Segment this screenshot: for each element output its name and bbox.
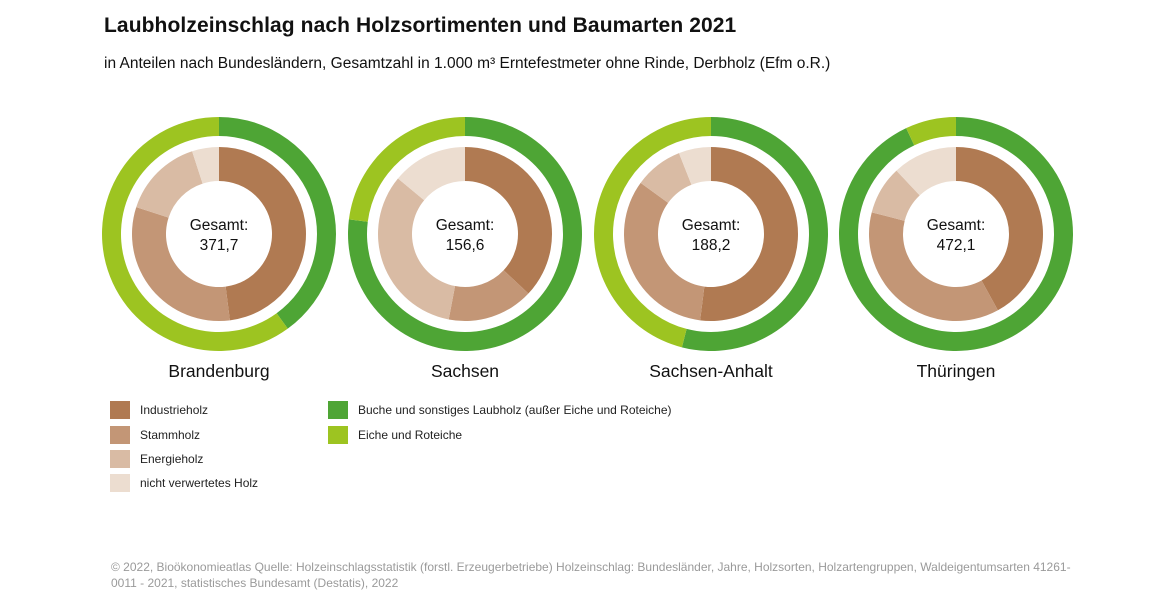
- inner-slice-stammholz: [869, 212, 998, 322]
- state-label: Thüringen: [917, 361, 996, 381]
- chart-title: Laubholzeinschlag nach Holzsortimenten u…: [104, 14, 737, 37]
- inner-slice-energieholz: [136, 151, 203, 218]
- state-label: Sachsen-Anhalt: [649, 361, 773, 381]
- center-total: 188,2: [692, 237, 731, 254]
- outer-slice-eiche-und-roteiche: [348, 117, 465, 222]
- legend-label: Eiche und Roteiche: [358, 428, 463, 442]
- state-label: Brandenburg: [168, 361, 269, 381]
- outer-slice-buche-und-sonstiges-laub: [219, 117, 337, 329]
- legend-swatch: [110, 426, 130, 444]
- inner-slice-energieholz: [871, 170, 920, 221]
- center-total: 156,6: [446, 237, 485, 254]
- legend-item: Stammholz: [110, 426, 200, 444]
- legend-label: Industrieholz: [140, 403, 209, 417]
- inner-slice-industrieholz: [700, 146, 799, 321]
- inner-slice-nicht-verwertetes-holz: [192, 147, 219, 184]
- donut-brandenburg: Gesamt: 371,7 Brandenburg: [102, 117, 337, 381]
- outer-slice-eiche-und-roteiche: [594, 117, 711, 348]
- source-footer: © 2022, Bioökonomieatlas Quelle: Holzein…: [111, 560, 1071, 590]
- legend-label: Energieholz: [140, 452, 204, 466]
- inner-slice-stammholz: [624, 182, 705, 321]
- state-label: Sachsen: [431, 361, 499, 381]
- legend-label: Buche und sonstiges Laubholz (außer Eich…: [358, 403, 672, 417]
- legend-swatch: [110, 401, 130, 419]
- inner-slice-energieholz: [377, 178, 456, 320]
- donut-sachsen-anhalt: Gesamt: 188,2 Sachsen-Anhalt: [594, 117, 829, 381]
- inner-slice-stammholz: [448, 270, 529, 321]
- legend-label: nicht verwertetes Holz: [140, 476, 259, 490]
- center-total: 371,7: [200, 237, 239, 254]
- inner-slice-industrieholz: [465, 147, 552, 294]
- inner-slice-industrieholz: [219, 147, 306, 321]
- chart-subtitle: in Anteilen nach Bundesländern, Gesamtza…: [104, 55, 831, 72]
- legend-item: nicht verwertetes Holz: [110, 474, 258, 492]
- inner-slice-nicht-verwertetes-holz: [896, 147, 956, 196]
- center-label: Gesamt:: [927, 217, 986, 234]
- outer-slice-eiche-und-roteiche: [102, 117, 288, 351]
- donut-sachsen: Gesamt: 156,6 Sachsen: [348, 117, 583, 381]
- legend-item: Eiche und Roteiche: [328, 426, 462, 444]
- outer-slice-eiche-und-roteiche: [906, 117, 956, 146]
- legend-swatch: [328, 401, 348, 419]
- legend-swatch: [110, 450, 130, 468]
- legend-item: Buche und sonstiges Laubholz (außer Eich…: [328, 401, 672, 419]
- legend-swatch: [328, 426, 348, 444]
- center-label: Gesamt:: [190, 217, 249, 234]
- inner-slice-stammholz: [132, 207, 230, 321]
- legend-item: Energieholz: [110, 450, 203, 468]
- legend-swatch: [110, 474, 130, 492]
- inner-slice-energieholz: [640, 153, 692, 203]
- inner-slice-nicht-verwertetes-holz: [678, 147, 711, 185]
- center-label: Gesamt:: [436, 217, 495, 234]
- center-total: 472,1: [937, 237, 976, 254]
- donut-thueringen: Gesamt: 472,1 Thüringen: [839, 117, 1073, 381]
- center-label: Gesamt:: [682, 217, 741, 234]
- legend-label: Stammholz: [140, 428, 201, 442]
- outer-slice-buche-und-sonstiges-laub: [681, 117, 829, 351]
- inner-slice-industrieholz: [956, 147, 1043, 311]
- legend-item: Industrieholz: [110, 401, 208, 419]
- inner-slice-nicht-verwertetes-holz: [397, 147, 465, 201]
